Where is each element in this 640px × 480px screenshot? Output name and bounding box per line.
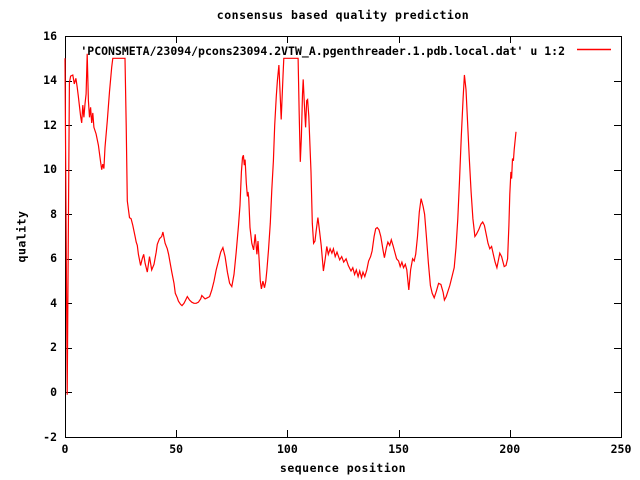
y-tick-label: 12	[43, 117, 57, 132]
data-line-series	[64, 53, 517, 395]
plot-border	[65, 36, 622, 438]
y-tick-label: 2	[50, 340, 57, 355]
x-tick-label: 100	[277, 442, 298, 456]
y-tick-label: 10	[43, 162, 57, 177]
x-tick-label: 50	[169, 442, 184, 456]
y-tick-label: 0	[50, 384, 57, 399]
y-tick-label: 6	[50, 251, 57, 266]
y-tick-label: 16	[43, 28, 57, 43]
chart-title: consensus based quality prediction	[216, 8, 470, 22]
x-tick-label: 250	[610, 442, 632, 456]
x-tick-label: 0	[61, 442, 69, 456]
y-tick-label: -2	[43, 429, 57, 444]
legend-label: 'PCONSMETA/23094/pcons23094.2VTW_A.pgent…	[80, 44, 565, 58]
y-tick-label: 14	[43, 73, 57, 88]
x-tick-label: 150	[388, 442, 409, 456]
y-tick-label: 8	[50, 206, 57, 221]
y-tick-label: 4	[50, 295, 57, 310]
x-axis-label: sequence position	[279, 461, 407, 475]
x-tick-label: 200	[499, 442, 521, 456]
